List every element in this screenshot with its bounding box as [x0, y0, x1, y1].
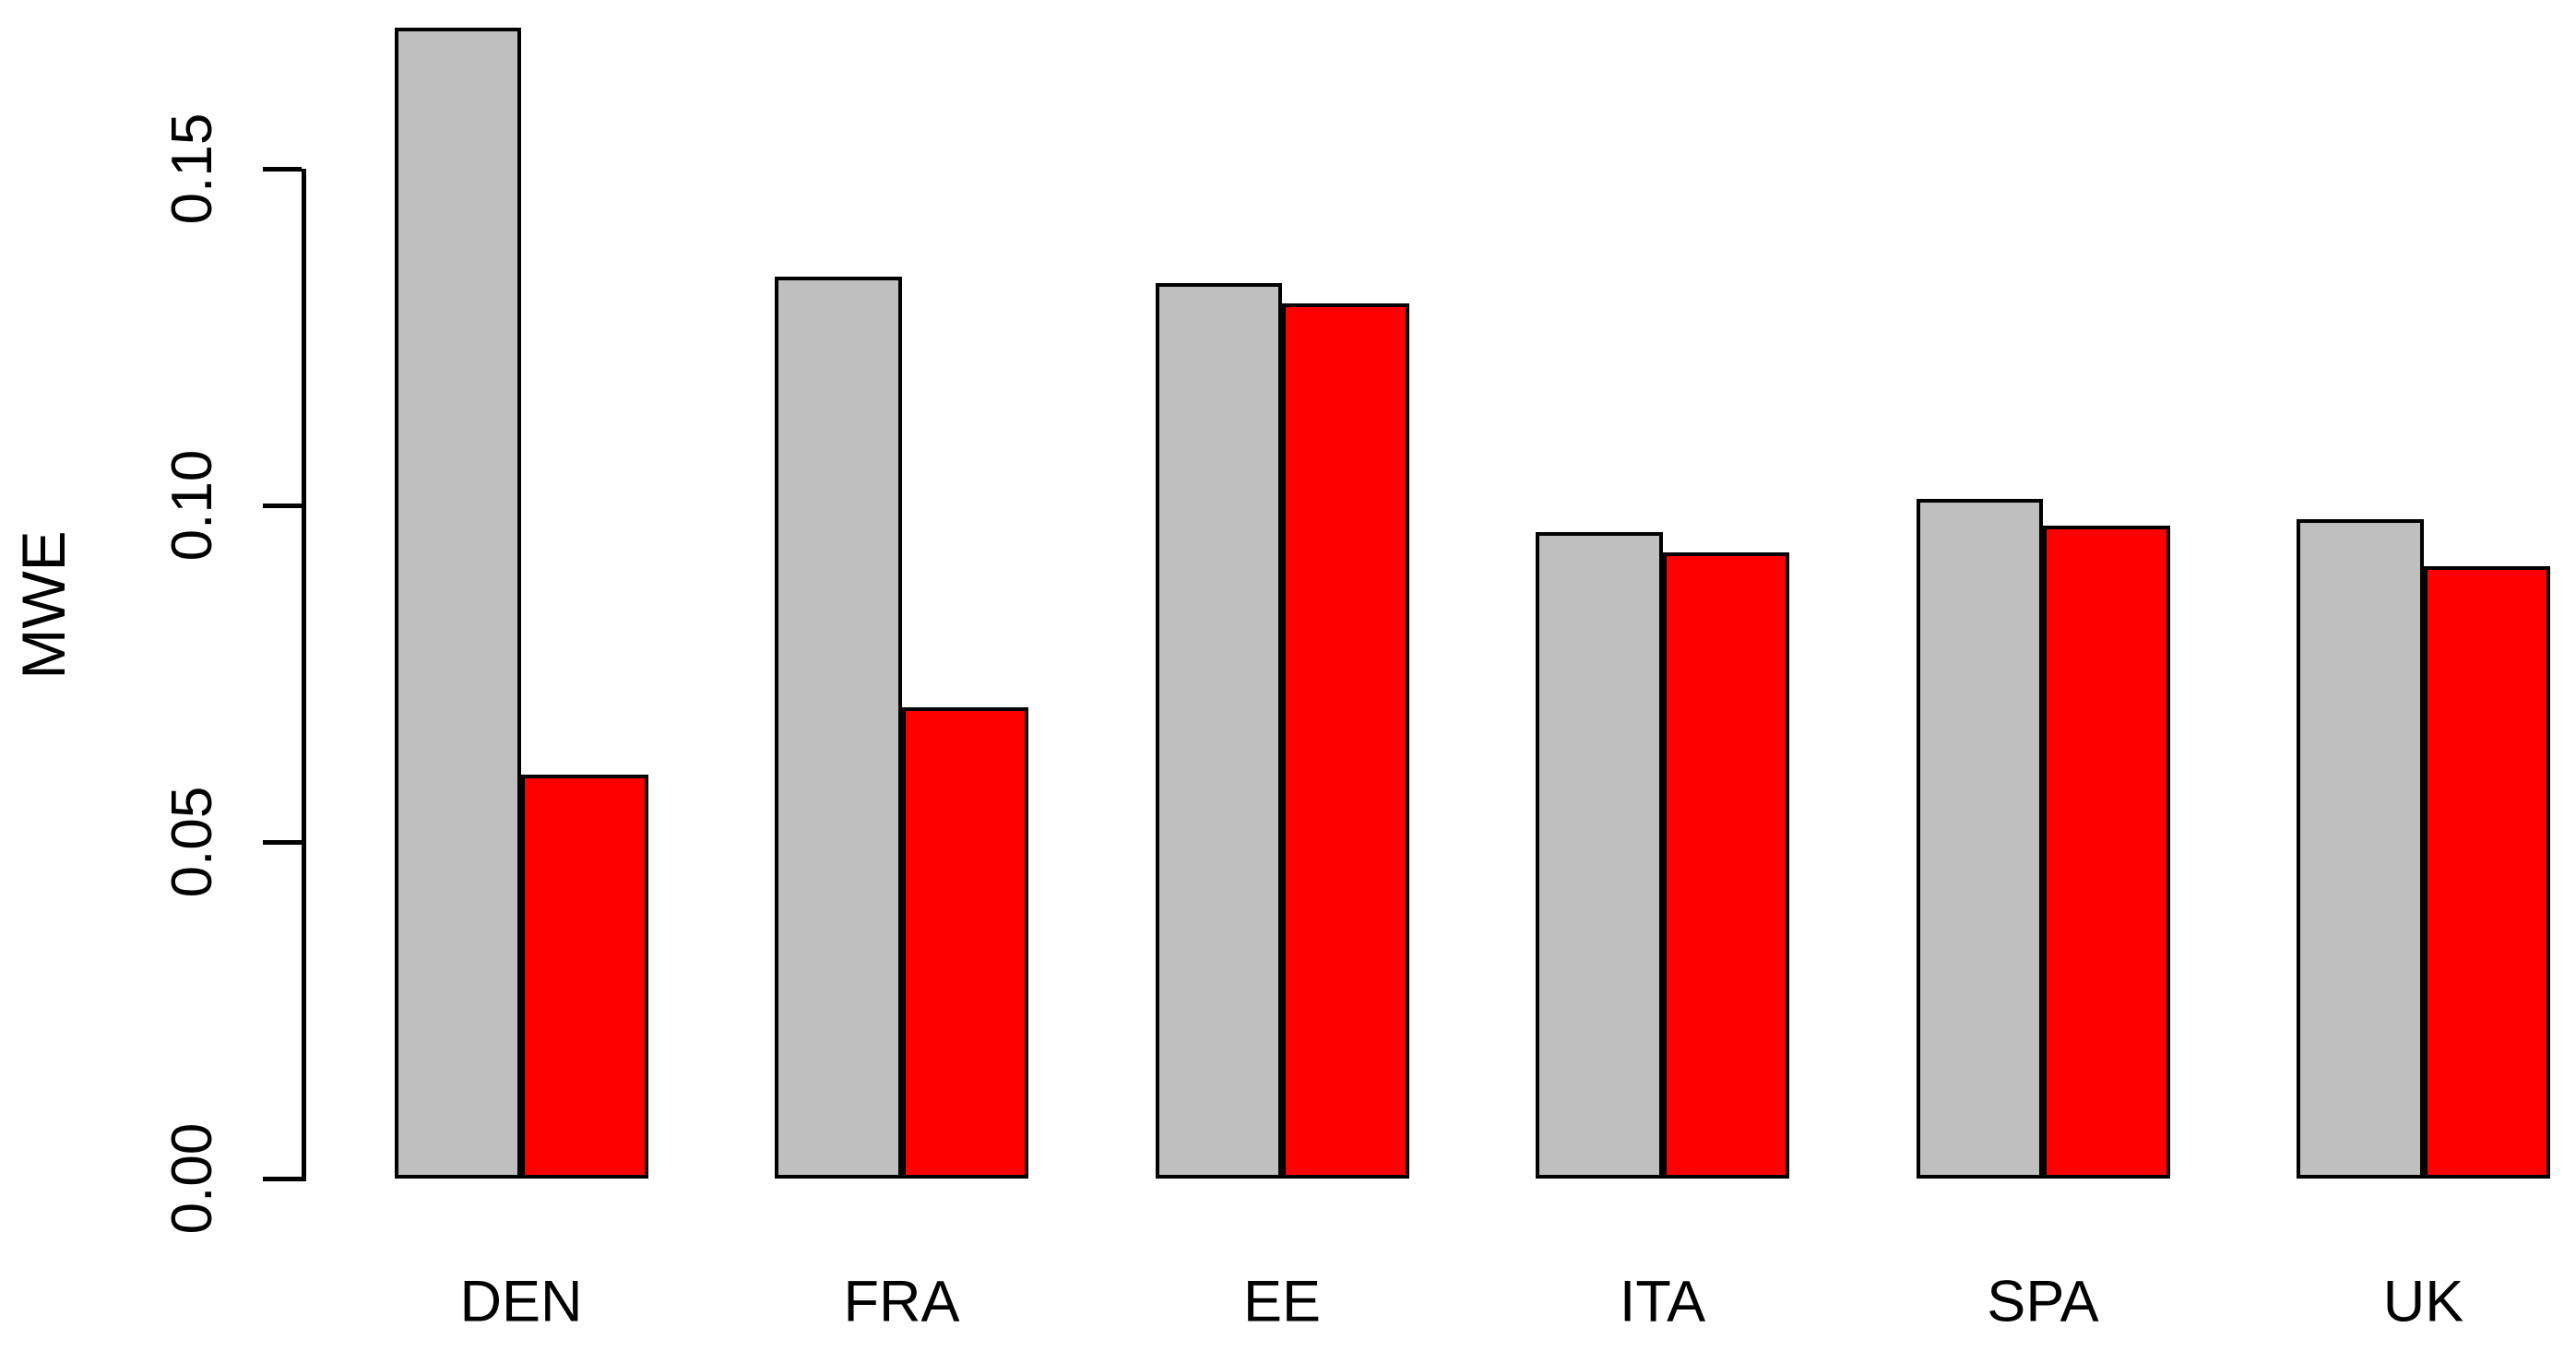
y-axis-tick-label: 0.10 [160, 449, 224, 562]
x-axis-label-fra: FRA [843, 1269, 960, 1334]
x-axis-label-spa: SPA [1987, 1269, 2099, 1334]
y-axis-tick [263, 503, 302, 508]
y-axis-tick [263, 166, 302, 172]
y-axis-tick [263, 839, 302, 845]
bar-ee-red [1282, 303, 1409, 1179]
y-axis-line [302, 169, 306, 1181]
bar-uk-gray [2297, 518, 2424, 1179]
y-axis-tick-label: 0.00 [160, 1122, 224, 1235]
bar-fra-red [901, 707, 1028, 1179]
bar-ee-gray [1155, 283, 1282, 1179]
bar-ita-red [1662, 552, 1789, 1179]
x-axis-label-ee: EE [1242, 1269, 1322, 1334]
bar-den-red [521, 775, 648, 1179]
x-axis-label-uk: UK [2382, 1269, 2464, 1334]
bar-fra-gray [775, 276, 902, 1179]
bar-den-gray [394, 27, 521, 1179]
x-axis-label-ita: ITA [1619, 1269, 1706, 1334]
x-axis-label-den: DEN [459, 1269, 583, 1334]
y-axis-tick [263, 1176, 302, 1181]
bar-uk-red [2423, 565, 2550, 1179]
bar-ita-gray [1536, 532, 1663, 1179]
bar-spa-red [2043, 525, 2170, 1179]
bar-spa-gray [1916, 498, 2043, 1179]
y-axis-tick-label: 0.05 [160, 786, 224, 898]
y-axis-title: MWE [9, 530, 77, 680]
y-axis-tick-label: 0.15 [160, 113, 224, 225]
